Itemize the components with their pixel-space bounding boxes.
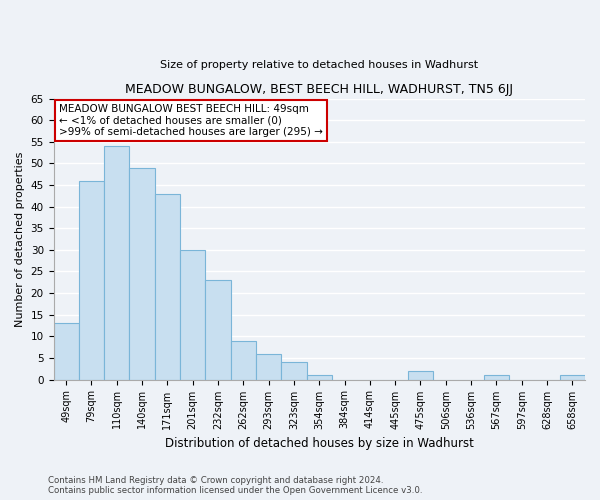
- Bar: [484, 375, 509, 380]
- X-axis label: Distribution of detached houses by size in Wadhurst: Distribution of detached houses by size …: [165, 437, 474, 450]
- Text: MEADOW BUNGALOW BEST BEECH HILL: 49sqm
← <1% of detached houses are smaller (0)
: MEADOW BUNGALOW BEST BEECH HILL: 49sqm ←…: [59, 104, 323, 138]
- Bar: [104, 146, 130, 380]
- Bar: [130, 168, 155, 380]
- Bar: [180, 250, 205, 380]
- Text: Size of property relative to detached houses in Wadhurst: Size of property relative to detached ho…: [160, 60, 478, 70]
- Bar: [307, 375, 332, 380]
- Bar: [230, 340, 256, 380]
- Bar: [256, 354, 281, 380]
- Y-axis label: Number of detached properties: Number of detached properties: [15, 152, 25, 326]
- Bar: [281, 362, 307, 380]
- Bar: [560, 375, 585, 380]
- Bar: [155, 194, 180, 380]
- Bar: [79, 180, 104, 380]
- Text: Contains HM Land Registry data © Crown copyright and database right 2024.
Contai: Contains HM Land Registry data © Crown c…: [48, 476, 422, 495]
- Title: MEADOW BUNGALOW, BEST BEECH HILL, WADHURST, TN5 6JJ: MEADOW BUNGALOW, BEST BEECH HILL, WADHUR…: [125, 83, 513, 96]
- Bar: [53, 324, 79, 380]
- Bar: [205, 280, 230, 380]
- Bar: [408, 371, 433, 380]
